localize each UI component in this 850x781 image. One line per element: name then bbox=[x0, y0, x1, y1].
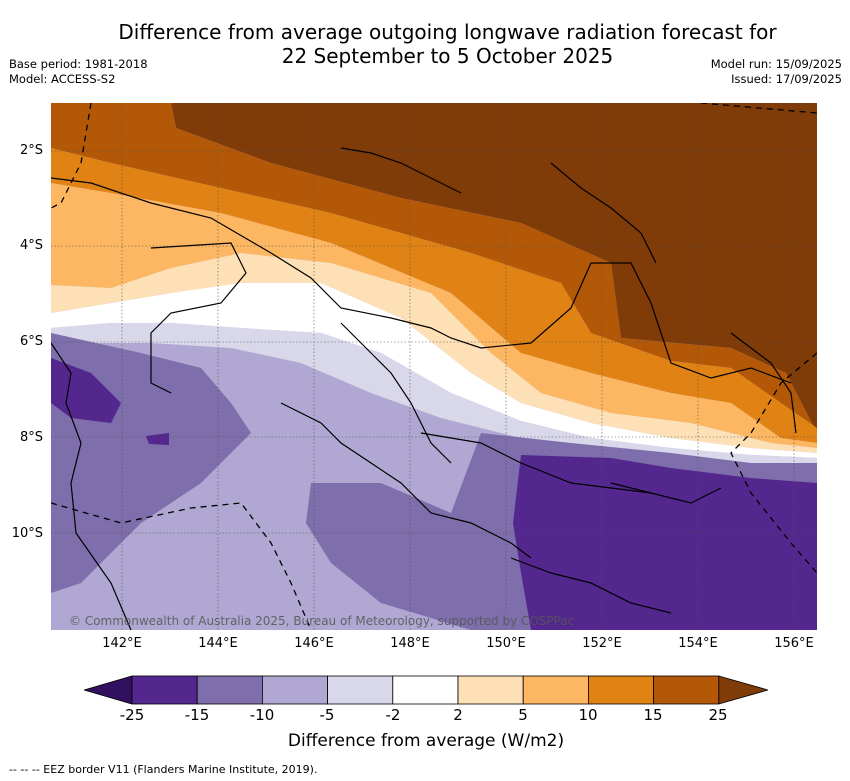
region-minus-15-east bbox=[513, 455, 817, 630]
lat-label-4s: 4°S bbox=[19, 238, 43, 253]
colorbar-tick: 15 bbox=[643, 706, 663, 724]
colorbar-extend-high bbox=[718, 675, 768, 705]
colorbar-tick: -2 bbox=[385, 706, 401, 724]
lon-label-146e: 146°E bbox=[294, 636, 334, 651]
colorbar-cell bbox=[522, 675, 589, 705]
base-period: Base period: 1981-2018 bbox=[9, 57, 148, 71]
colorbar-cell bbox=[653, 675, 720, 705]
title-line-2: 22 September to 5 October 2025 bbox=[281, 44, 614, 68]
gridlines bbox=[51, 103, 817, 630]
lon-label-142e: 142°E bbox=[102, 636, 142, 651]
lon-label-154e: 154°E bbox=[678, 636, 718, 651]
lon-label-150e: 150°E bbox=[486, 636, 526, 651]
meta-left: Base period: 1981-2018 Model: ACCESS-S2 bbox=[9, 57, 148, 87]
region-10-15 bbox=[51, 103, 817, 433]
colorbar-label: Difference from average (W/m2) bbox=[287, 731, 565, 751]
coastlines bbox=[51, 147, 797, 630]
eez-borders bbox=[51, 103, 817, 630]
region-near-zero bbox=[51, 283, 817, 458]
colorbar-cell bbox=[261, 675, 328, 705]
colorbar-cells bbox=[84, 675, 768, 705]
colorbar-cell bbox=[457, 675, 524, 705]
colorbar-tick: -5 bbox=[319, 706, 335, 724]
colorbar-tick: -10 bbox=[249, 706, 275, 724]
lat-label-10s: 10°S bbox=[11, 526, 43, 541]
colorbar-cell bbox=[196, 675, 263, 705]
colorbar-cell bbox=[131, 675, 198, 705]
model-run: Model run: 15/09/2025 bbox=[710, 57, 842, 71]
lat-label-6s: 6°S bbox=[19, 334, 43, 349]
colorbar-tick: 10 bbox=[578, 706, 598, 724]
lon-label-144e: 144°E bbox=[198, 636, 238, 651]
lat-label-8s: 8°S bbox=[19, 430, 43, 445]
region-5-10 bbox=[51, 148, 817, 443]
meta-right: Model run: 15/09/2025 Issued: 17/09/2025 bbox=[711, 57, 842, 87]
colorbar-tick: 2 bbox=[453, 706, 463, 724]
model-name: Model: ACCESS-S2 bbox=[9, 72, 116, 86]
map-title: Difference from average outgoing longwav… bbox=[60, 20, 835, 68]
title-line-1: Difference from average outgoing longwav… bbox=[118, 20, 777, 44]
lon-label-148e: 148°E bbox=[390, 636, 430, 651]
forecast-map bbox=[51, 103, 817, 630]
region-minus-15-small bbox=[146, 433, 169, 445]
colorbar-cell bbox=[587, 675, 654, 705]
region-2-5 bbox=[51, 183, 817, 448]
region-minus-15-west bbox=[51, 358, 121, 423]
colorbar-tick: -25 bbox=[119, 706, 145, 724]
lat-label-2s: 2°S bbox=[19, 143, 43, 158]
colorbar bbox=[84, 675, 768, 705]
colorbar-tick: 25 bbox=[708, 706, 728, 724]
colorbar-cell bbox=[327, 675, 394, 705]
copyright-notice: © Commonwealth of Australia 2025, Bureau… bbox=[69, 614, 575, 628]
colorbar-extend-low bbox=[84, 675, 133, 705]
colorbar-tick: 5 bbox=[518, 706, 528, 724]
colorbar-tick: -15 bbox=[184, 706, 210, 724]
colorbar-cell bbox=[392, 675, 459, 705]
region-lavender-light bbox=[51, 323, 817, 463]
region-15-25 bbox=[171, 103, 817, 433]
eez-legend-note: -- -- -- EEZ border V11 (Flanders Marine… bbox=[9, 763, 318, 776]
lon-label-156e: 156°E bbox=[774, 636, 814, 651]
lon-label-152e: 152°E bbox=[582, 636, 622, 651]
issued-date: Issued: 17/09/2025 bbox=[731, 72, 842, 86]
